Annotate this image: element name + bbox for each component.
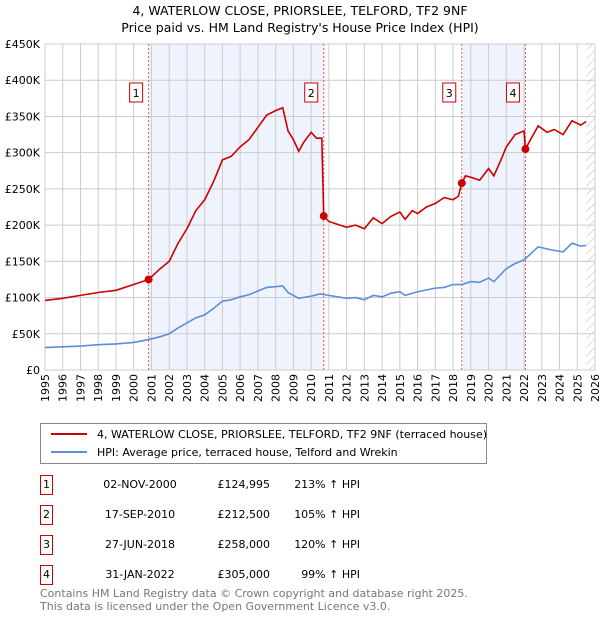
x-tick-label: 2013 — [358, 374, 371, 402]
sale-label-number: 3 — [446, 87, 453, 100]
x-tick-label: 2002 — [163, 374, 176, 402]
x-tick-label: 2006 — [234, 374, 247, 402]
y-tick-label: £100K — [5, 292, 41, 305]
transaction-date: 17-SEP-2010 — [104, 508, 176, 521]
plot-frame — [44, 43, 596, 371]
x-tick-label: 2026 — [589, 374, 600, 402]
y-tick-label: £450K — [5, 38, 41, 51]
transaction-row: 1 02-NOV-2000 £124,995 213% ↑ HPI — [40, 475, 440, 495]
x-tick-label: 2014 — [376, 374, 389, 402]
forecast-hatch — [586, 44, 595, 370]
sale-label-box — [505, 82, 520, 103]
y-tick-label: £200K — [5, 219, 41, 232]
chart-title: 4, WATERLOW CLOSE, PRIORSLEE, TELFORD, T… — [132, 3, 468, 18]
x-tick-label: 1997 — [74, 374, 87, 402]
transaction-row: 4 31-JAN-2022 £305,000 99% ↑ HPI — [40, 565, 440, 585]
price-chart: 1995 1996 1997 1998 1999 2000 2001 2002 2003 2004… — [5, 38, 600, 402]
footer-licence: This data is licensed under the Open Gov… — [40, 600, 391, 613]
sale-label-box — [442, 82, 457, 103]
x-tick-label: 2020 — [483, 374, 496, 402]
x-tick-label: 2022 — [518, 374, 531, 402]
transaction-date: 31-JAN-2022 — [105, 568, 175, 581]
x-tick-label: 1998 — [92, 374, 105, 402]
transaction-hpi-change: 213% ↑ HPI — [294, 478, 360, 491]
x-tick-label: 2021 — [500, 374, 513, 402]
transaction-number: 2 — [40, 505, 53, 525]
legend-label-price: 4, WATERLOW CLOSE, PRIORSLEE, TELFORD, T… — [97, 427, 488, 441]
x-tick-label: 2009 — [287, 374, 300, 402]
x-tick-label: 2012 — [341, 374, 354, 402]
x-tick-label: 2025 — [571, 374, 584, 402]
transaction-date: 27-JUN-2018 — [104, 538, 176, 551]
y-tick-label: £400K — [5, 74, 41, 87]
legend: 4, WATERLOW CLOSE, PRIORSLEE, TELFORD, T… — [40, 423, 487, 464]
transaction-number: 3 — [40, 535, 53, 555]
sale-label-number: 1 — [133, 87, 140, 100]
x-tick-label: 2003 — [181, 374, 194, 402]
chart-subtitle: Price paid vs. HM Land Registry's House … — [121, 20, 479, 35]
x-tick-label: 2015 — [394, 374, 407, 402]
footer-copyright: Contains HM Land Registry data © Crown c… — [40, 587, 468, 600]
x-tick-label: 2008 — [270, 374, 283, 402]
sale-label-number: 2 — [308, 87, 315, 100]
transaction-price: £258,000 — [217, 538, 271, 551]
transaction-date: 02-NOV-2000 — [103, 478, 177, 491]
x-tick-label: 2024 — [554, 374, 567, 402]
y-tick-label: £150K — [5, 255, 41, 268]
x-tick-label: 1999 — [110, 374, 123, 402]
x-tick-label: 2000 — [128, 374, 141, 402]
sale-point — [457, 179, 466, 188]
sale-label-box — [129, 82, 144, 103]
x-tick-label: 2007 — [252, 374, 265, 402]
x-tick-label: 2001 — [145, 374, 158, 402]
y-tick-label: £300K — [5, 147, 41, 160]
x-tick-label: 2004 — [199, 374, 212, 402]
transaction-row: 2 17-SEP-2010 £212,500 105% ↑ HPI — [40, 505, 440, 525]
y-tick-label: £250K — [5, 183, 41, 196]
sale-point — [144, 275, 153, 284]
x-tick-label: 2023 — [536, 374, 549, 402]
y-tick-label: £50K — [12, 328, 41, 341]
transaction-price: £212,500 — [217, 508, 271, 521]
x-tick-label: 2005 — [216, 374, 229, 402]
transaction-row: 3 27-JUN-2018 £258,000 120% ↑ HPI — [40, 535, 440, 555]
transaction-number: 1 — [40, 475, 53, 495]
transaction-number: 4 — [40, 565, 53, 585]
transaction-hpi-change: 99% ↑ HPI — [301, 568, 360, 581]
legend-label-hpi: HPI: Average price, terraced house, Telf… — [97, 445, 398, 459]
x-tick-label: 2016 — [412, 374, 425, 402]
sale-label-box — [304, 82, 319, 103]
x-tick-label: 2011 — [323, 374, 336, 402]
legend-item-price: 4, WATERLOW CLOSE, PRIORSLEE, TELFORD, T… — [51, 426, 487, 442]
hpi-line — [44, 242, 587, 349]
footer: Contains HM Land Registry data © Crown c… — [40, 587, 468, 613]
x-tick-label: 2010 — [305, 374, 318, 402]
shaded-ownership-period — [148, 44, 324, 370]
transaction-price: £305,000 — [217, 568, 271, 581]
transaction-hpi-change: 120% ↑ HPI — [294, 538, 360, 551]
price-paid-line — [44, 106, 587, 302]
legend-swatch-price — [51, 433, 87, 435]
y-tick-label: £350K — [5, 110, 41, 123]
sale-label-number: 4 — [509, 87, 516, 100]
sale-point — [521, 145, 530, 154]
x-tick-label: 2018 — [447, 374, 460, 402]
legend-swatch-hpi — [51, 451, 87, 453]
x-tick-label: 1996 — [57, 374, 70, 402]
sale-point — [319, 212, 328, 221]
y-tick-label: £0 — [26, 364, 40, 377]
transaction-hpi-change: 105% ↑ HPI — [294, 508, 360, 521]
x-tick-label: 1995 — [39, 374, 52, 402]
x-tick-label: 2019 — [465, 374, 478, 402]
legend-item-hpi: HPI: Average price, terraced house, Telf… — [51, 444, 398, 460]
x-tick-label: 2017 — [429, 374, 442, 402]
transaction-price: £124,995 — [217, 478, 271, 491]
